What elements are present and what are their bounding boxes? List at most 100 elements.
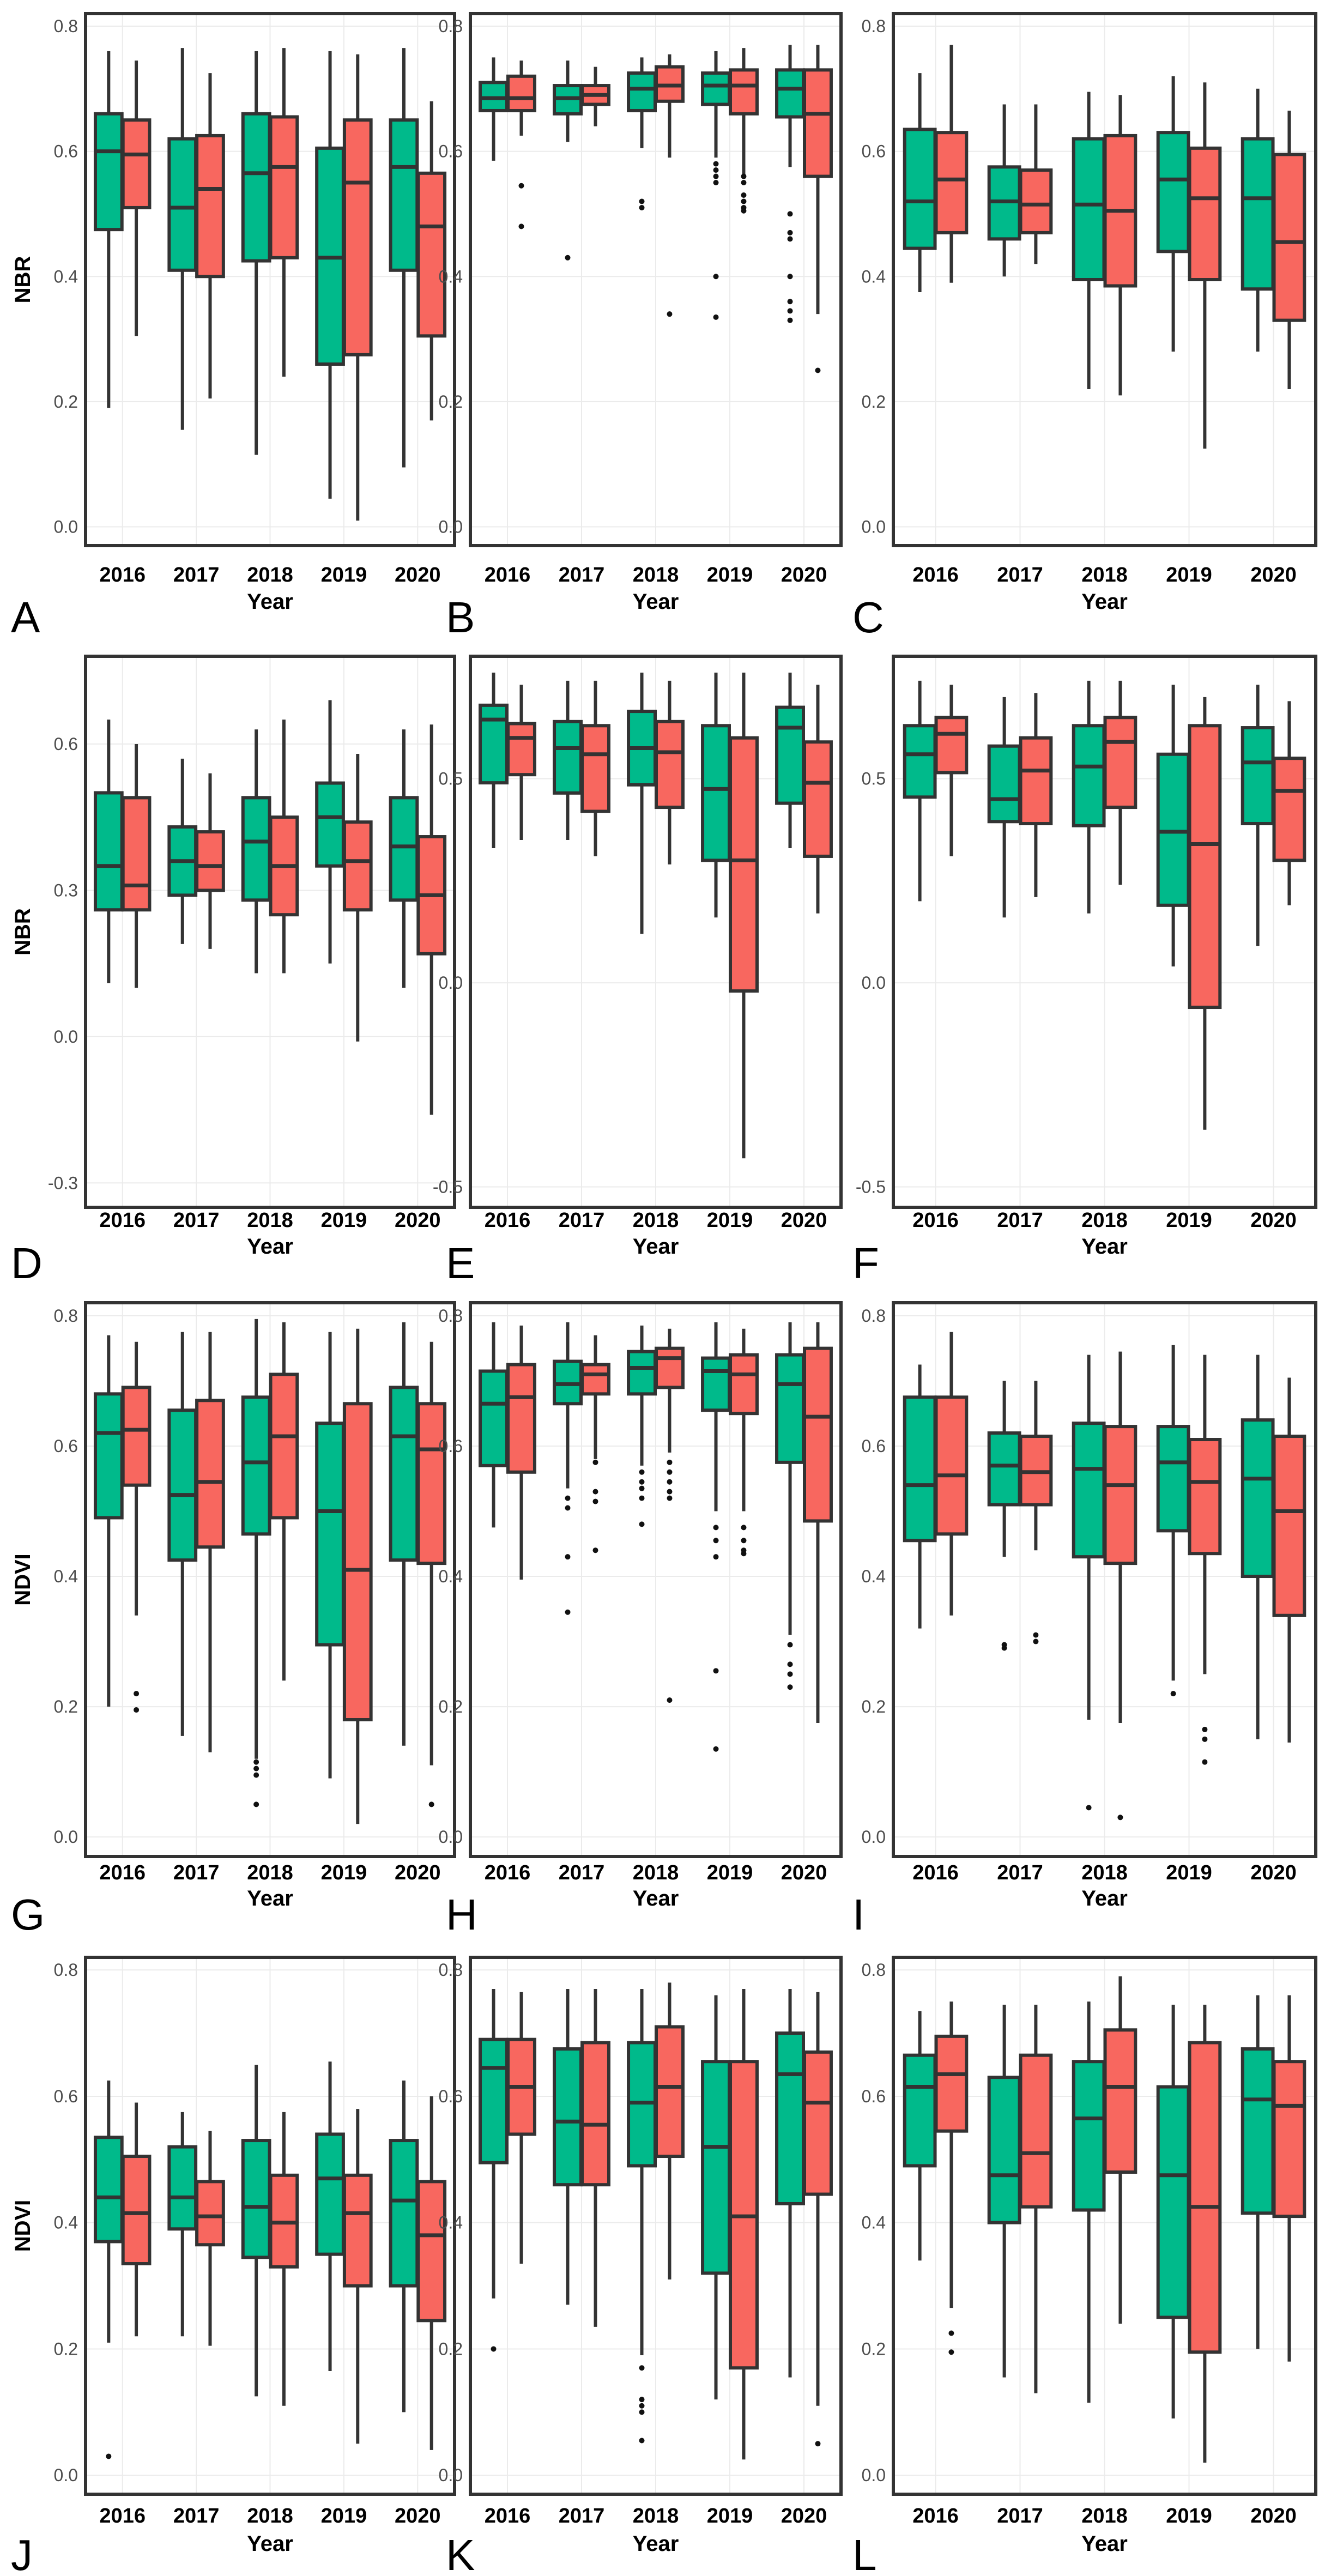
box-series-b-2018 — [269, 2112, 299, 2406]
y-tick-label: 0.8 — [439, 16, 463, 36]
outlier-point — [491, 2346, 497, 2352]
panel-letter: K — [446, 2531, 475, 2576]
box-series-a-2017 — [987, 697, 1021, 918]
x-tick-label: 2017 — [173, 1209, 220, 1232]
x-tick-label: 2018 — [247, 1209, 293, 1232]
panel-i: 0.0 0.2 0.4 0.6 0.8 2016 2017 2018 2019 2020 Year I — [852, 1301, 1317, 1939]
outlier-point — [787, 274, 793, 280]
iqr-box — [121, 118, 152, 209]
iqr-box — [1072, 724, 1106, 827]
box-series-a-2019 — [701, 1995, 731, 2400]
x-tick-label: 2016 — [99, 1861, 146, 1884]
iqr-box — [416, 1402, 447, 1565]
outlier-point — [741, 1551, 747, 1557]
iqr-box — [167, 137, 198, 272]
outlier-point — [639, 1495, 645, 1501]
x-tick-label: 2019 — [1166, 1209, 1212, 1232]
box-series-b-2019 — [729, 1328, 759, 1557]
iqr-box — [342, 820, 373, 912]
panel-letter: G — [11, 1890, 45, 1939]
x-tick-label: 2018 — [1081, 1209, 1128, 1232]
x-axis-title: Year — [247, 2532, 293, 2556]
x-tick-label: 2020 — [1250, 1209, 1297, 1232]
y-tick-label: -0.3 — [48, 1173, 78, 1193]
panel-letter: B — [446, 593, 475, 642]
box-series-a-2018 — [627, 1325, 657, 1527]
panel-letter: H — [446, 1890, 477, 1939]
x-tick-label: 2019 — [321, 2505, 367, 2527]
box-series-a-2018 — [241, 729, 271, 973]
x-tick-label: 2016 — [99, 2505, 146, 2527]
outlier-point — [787, 1684, 793, 1690]
y-tick-label: -0.5 — [433, 1177, 463, 1197]
iqr-box — [342, 1402, 373, 1721]
x-tick-label: 2016 — [912, 564, 959, 586]
box-series-a-2018 — [627, 1988, 657, 2444]
y-tick-label: 0.6 — [439, 1436, 463, 1456]
outlier-point — [565, 1505, 571, 1511]
box-series-a-2016 — [93, 2080, 124, 2459]
outlier-point — [428, 1801, 434, 1807]
iqr-box — [701, 71, 731, 106]
outlier-point — [815, 367, 821, 373]
outlier-point — [667, 311, 673, 317]
outlier-point — [134, 1707, 140, 1713]
x-tick-label: 2019 — [1166, 1861, 1212, 1884]
x-tick-label: 2017 — [173, 2505, 220, 2527]
x-axis-title: Year — [1081, 590, 1128, 614]
iqr-box — [655, 719, 685, 809]
box-series-b-2020 — [1272, 1377, 1306, 1743]
box-series-b-2019 — [342, 2109, 373, 2444]
iqr-box — [729, 68, 759, 116]
outlier-point — [639, 1521, 645, 1527]
outlier-point — [713, 173, 719, 179]
outlier-point — [639, 2403, 645, 2409]
y-tick-label: 0.6 — [862, 2087, 886, 2106]
panel-g: 0.0 0.2 0.4 0.6 0.8 2016 2017 2018 2019 2020 Year N… — [11, 1301, 456, 1939]
iqr-box — [479, 1369, 509, 1467]
outlier-point — [787, 1671, 793, 1677]
iqr-box — [627, 71, 657, 112]
y-tick-label: 0.8 — [54, 1960, 78, 1980]
box-series-b-2018 — [655, 680, 685, 864]
y-tick-label: 0.0 — [439, 1827, 463, 1847]
box-series-b-2020 — [416, 1341, 447, 1807]
y-tick-label: 0.6 — [439, 142, 463, 161]
y-tick-label: 0.3 — [54, 880, 78, 900]
box-series-a-2019 — [701, 51, 731, 320]
outlier-point — [1001, 1645, 1007, 1651]
x-tick-label: 2016 — [485, 564, 531, 586]
outlier-point — [948, 2349, 954, 2355]
x-tick-label: 2020 — [1250, 1861, 1297, 1884]
box-series-a-2017 — [167, 758, 198, 944]
iqr-box — [803, 1346, 833, 1523]
plot-border — [84, 1301, 456, 1858]
outlier-point — [592, 1498, 598, 1504]
panel-letter: C — [852, 593, 884, 642]
iqr-box — [1241, 1418, 1275, 1579]
outlier-point — [713, 1538, 719, 1544]
iqr-box — [553, 2047, 583, 2187]
outlier-point — [518, 223, 524, 229]
outlier-point — [639, 2397, 645, 2403]
iqr-box — [627, 1350, 657, 1396]
iqr-box — [701, 2060, 731, 2275]
box-series-a-2017 — [553, 680, 583, 840]
iqr-box — [315, 781, 345, 868]
iqr-box — [479, 703, 509, 785]
outlier-point — [253, 1759, 259, 1765]
box-series-b-2020 — [803, 685, 833, 914]
y-tick-label: 0.4 — [439, 267, 463, 286]
iqr-box — [1272, 1435, 1306, 1617]
x-tick-label: 2020 — [395, 2505, 441, 2527]
y-tick-label: 0.0 — [439, 2465, 463, 2485]
iqr-box — [342, 2173, 373, 2288]
box-series-b-2016 — [506, 61, 536, 229]
iqr-box — [1272, 153, 1306, 322]
y-tick-label: 0.0 — [439, 973, 463, 993]
iqr-box — [241, 1395, 271, 1536]
box-series-b-2018 — [655, 54, 685, 317]
y-tick-label: 0.0 — [54, 517, 78, 537]
box-series-b-2020 — [803, 1992, 833, 2447]
y-tick-label: 0.8 — [54, 1306, 78, 1326]
